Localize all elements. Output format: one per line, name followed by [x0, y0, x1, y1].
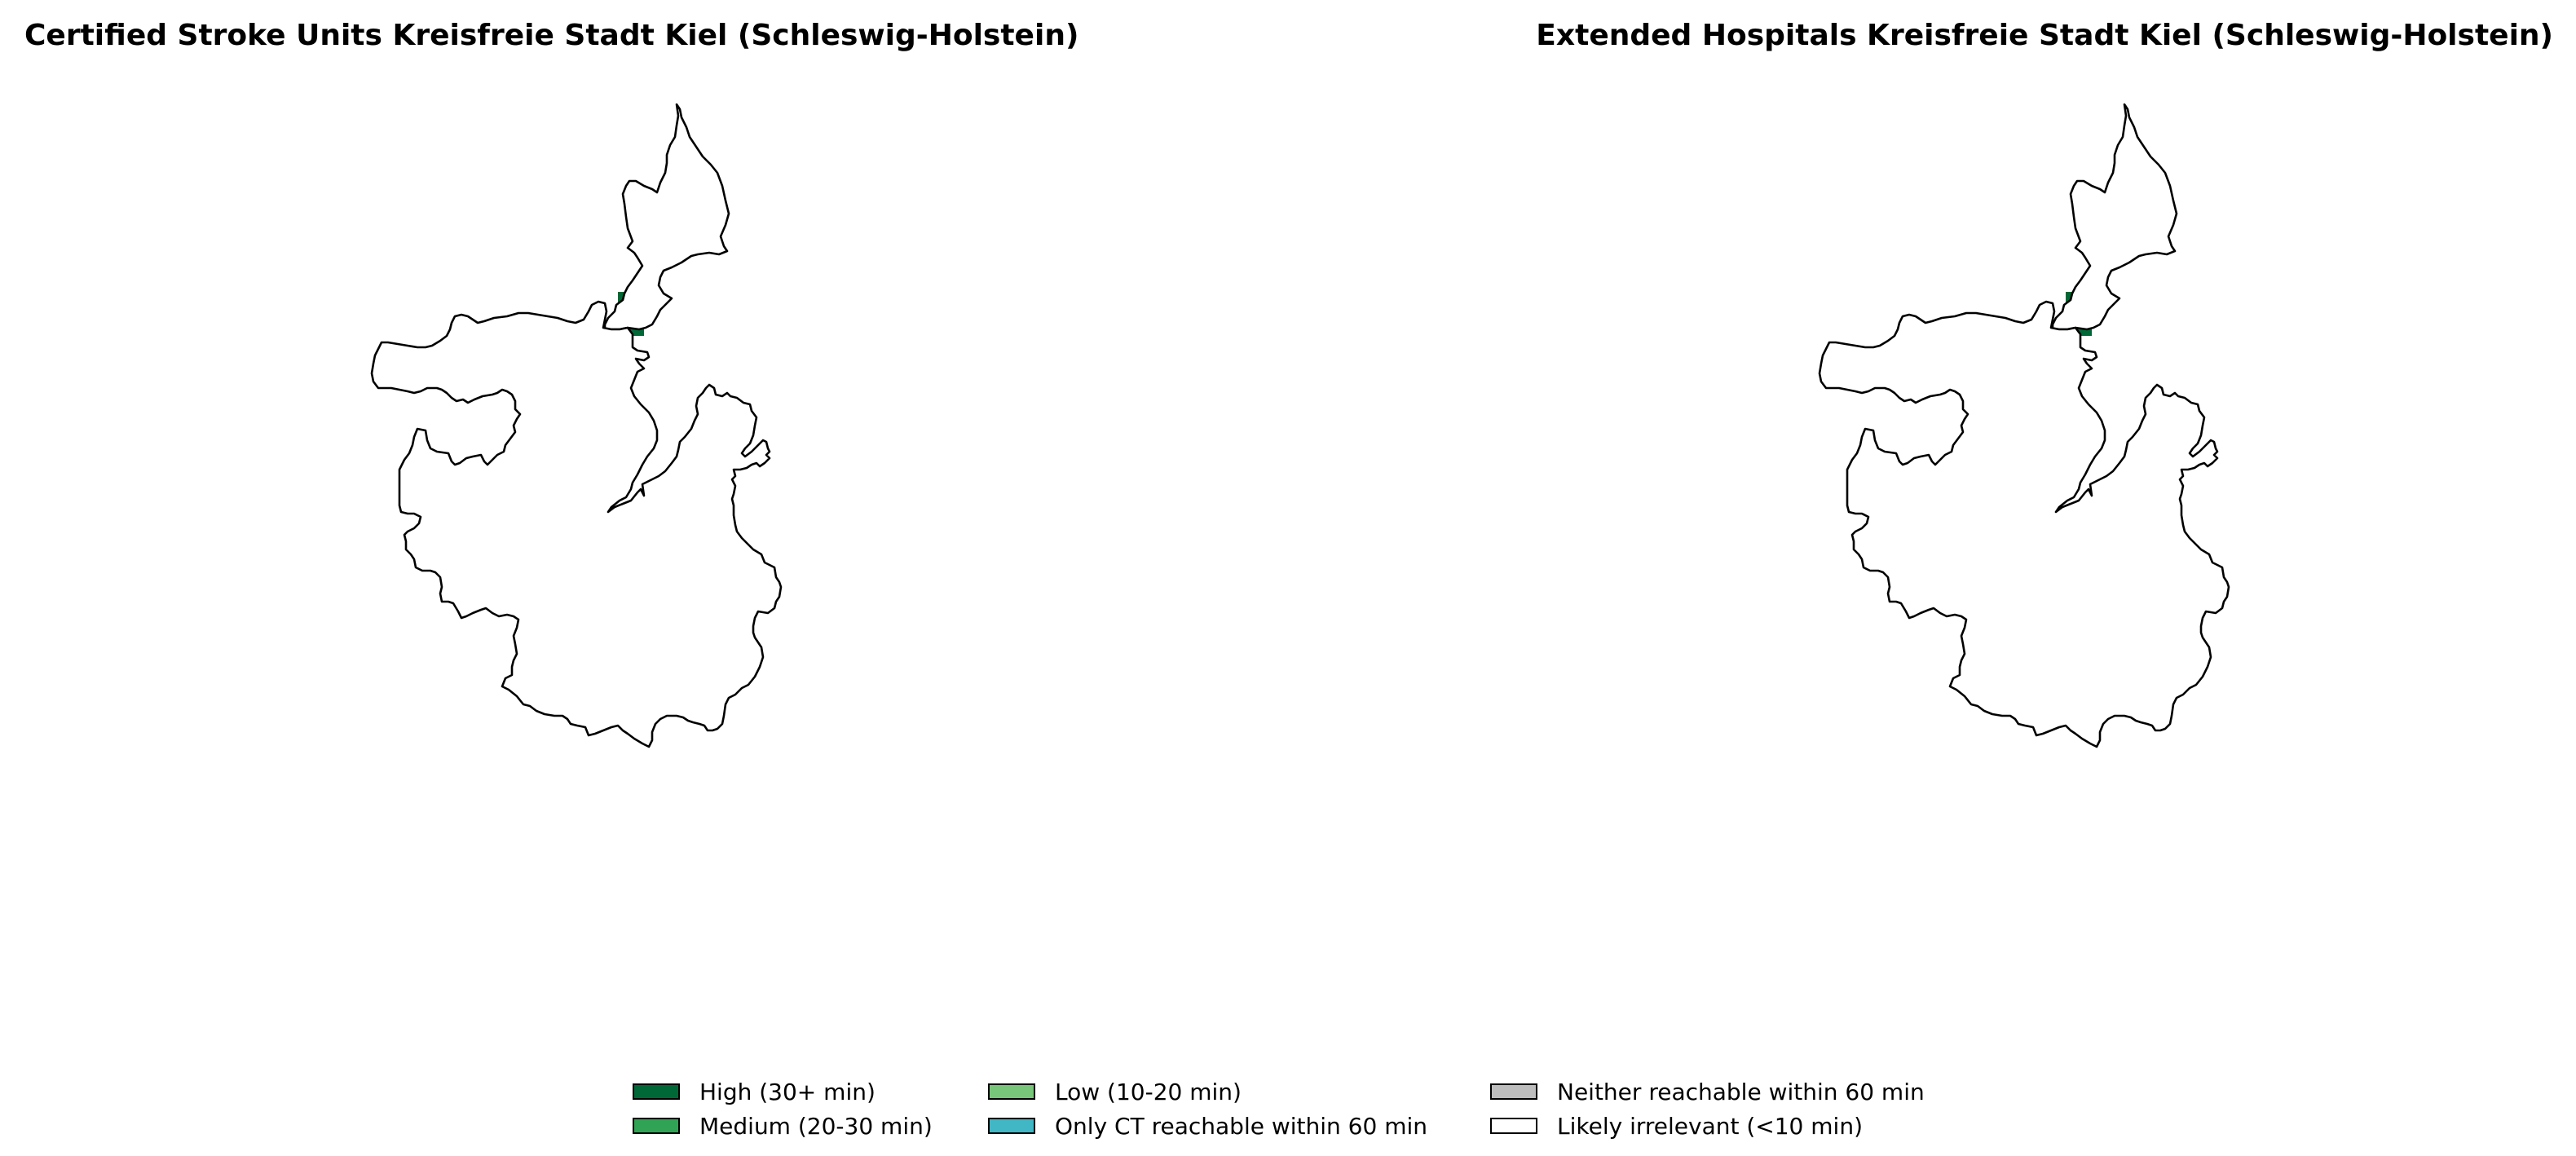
- legend-item-neither-reachable: Neither reachable within 60 min: [1490, 1074, 1925, 1109]
- legend-item-medium: Medium (20-30 min): [633, 1109, 933, 1143]
- legend-label-likely-irrelevant: Likely irrelevant (<10 min): [1557, 1112, 1863, 1140]
- kiel-map-certified-stroke-units: [370, 103, 783, 748]
- kiel-map-extended-hospitals: [1818, 103, 2230, 748]
- legend-item-high: High (30+ min): [633, 1074, 876, 1109]
- map-legend: High (30+ min) Medium (20-30 min) Low (1…: [633, 1074, 1969, 1148]
- legend-label-only-ct: Only CT reachable within 60 min: [1055, 1112, 1428, 1140]
- legend-label-medium: Medium (20-30 min): [699, 1112, 933, 1140]
- legend-swatch-high: [633, 1083, 680, 1100]
- kiel-boundary-north: [603, 103, 730, 333]
- legend-item-low: Low (10-20 min): [988, 1074, 1242, 1109]
- legend-item-likely-irrelevant: Likely irrelevant (<10 min): [1490, 1109, 1863, 1143]
- legend-swatch-medium: [633, 1118, 680, 1134]
- legend-label-low: Low (10-20 min): [1055, 1078, 1242, 1105]
- legend-item-only-ct: Only CT reachable within 60 min: [988, 1109, 1427, 1143]
- kiel-boundary-south: [1818, 300, 2230, 748]
- legend-label-high: High (30+ min): [699, 1078, 876, 1105]
- panel-title-certified-stroke-units: Certified Stroke Units Kreisfreie Stadt …: [24, 19, 1079, 52]
- legend-label-neither-reachable: Neither reachable within 60 min: [1557, 1078, 1925, 1105]
- legend-swatch-only-ct: [988, 1118, 1035, 1134]
- kiel-boundary-south: [370, 300, 783, 748]
- legend-swatch-likely-irrelevant: [1490, 1118, 1537, 1134]
- legend-swatch-neither-reachable: [1490, 1083, 1537, 1100]
- legend-swatch-low: [988, 1083, 1035, 1100]
- kiel-boundary-north: [2051, 103, 2178, 333]
- panel-title-extended-hospitals: Extended Hospitals Kreisfreie Stadt Kiel…: [1536, 19, 2553, 52]
